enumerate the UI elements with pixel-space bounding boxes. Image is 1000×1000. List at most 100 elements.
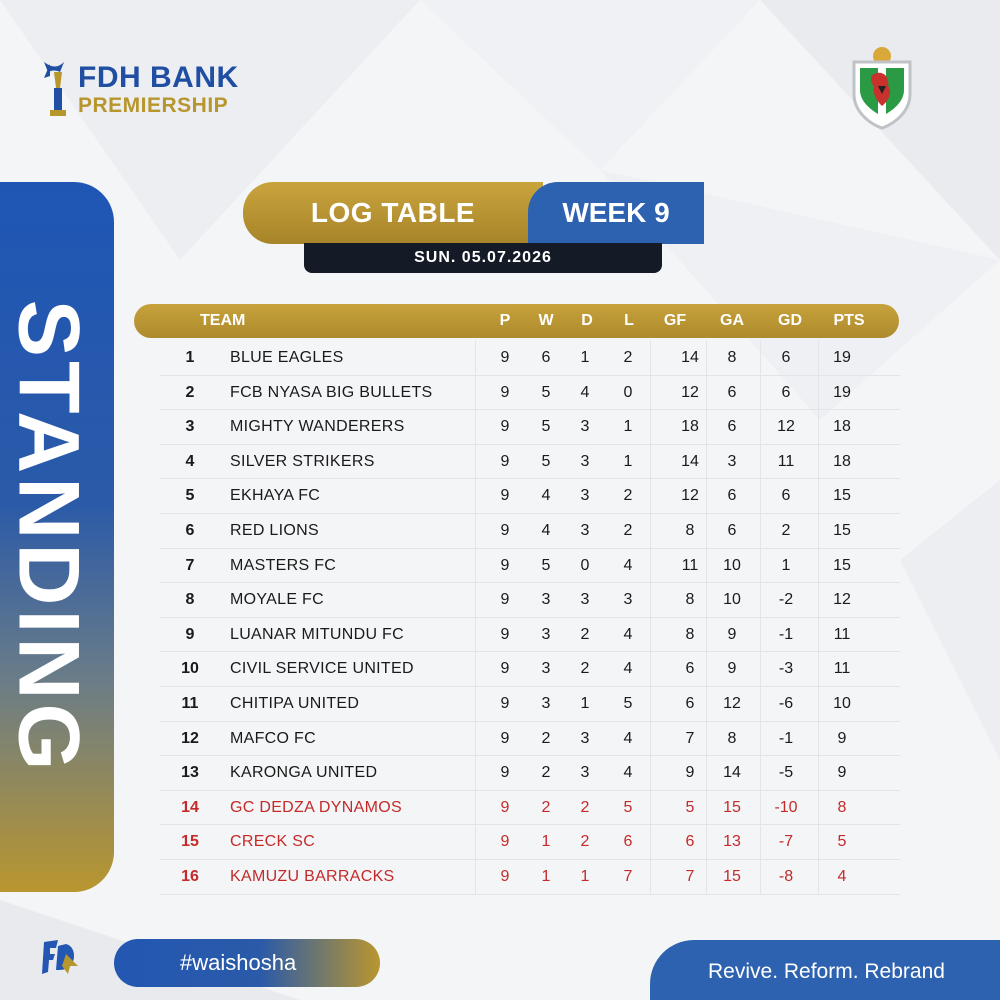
cell-lost: 5 (623, 694, 633, 712)
col-won: W (538, 312, 554, 329)
cell-played: 9 (500, 867, 510, 885)
cell-position: 9 (185, 625, 195, 643)
cell-goals-for: 6 (685, 833, 695, 851)
cell-drawn: 1 (580, 867, 590, 885)
trophy-figure-icon (44, 62, 66, 116)
cell-goals-against: 8 (727, 349, 737, 366)
standing-label: STANDING (0, 299, 97, 775)
cell-position: 15 (181, 833, 199, 851)
cell-lost: 3 (623, 591, 633, 609)
cell-goals-against: 6 (727, 418, 737, 436)
cell-lost: 4 (623, 764, 633, 782)
cell-won: 1 (541, 867, 551, 885)
cell-played: 9 (500, 764, 510, 782)
cell-goals-for: 9 (685, 764, 695, 782)
cell-drawn: 2 (580, 798, 590, 816)
cell-goals-for: 14 (681, 349, 699, 366)
cell-played: 9 (500, 798, 510, 816)
cell-lost: 1 (623, 452, 633, 470)
cell-points: 15 (833, 556, 851, 574)
cell-team-name: MOYALE FC (230, 591, 324, 609)
cell-drawn: 0 (580, 556, 590, 574)
cell-position: 1 (185, 349, 195, 366)
cell-won: 2 (541, 729, 551, 747)
cell-drawn: 3 (580, 729, 590, 747)
cell-goals-against: 13 (723, 833, 741, 851)
cell-points: 5 (837, 833, 847, 851)
cell-points: 19 (833, 383, 851, 401)
brand-subtitle: PREMIERSHIP (78, 93, 229, 117)
log-table-title: LOG TABLE (243, 182, 543, 244)
cell-won: 5 (541, 418, 551, 436)
cell-played: 9 (500, 694, 510, 712)
col-drawn: D (581, 312, 593, 329)
cell-goals-for: 8 (685, 625, 695, 643)
table-row: 14 GC DEDZA DYNAMOS 9 2 2 5 5 15 -10 8 (160, 791, 900, 826)
cell-points: 15 (833, 487, 851, 505)
cell-drawn: 3 (580, 591, 590, 609)
cell-drawn: 1 (580, 694, 590, 712)
table-row: 15 CRECK SC 9 1 2 6 6 13 -7 5 (160, 825, 900, 860)
cell-goals-for: 14 (681, 452, 699, 470)
table-row: 6 RED LIONS 9 4 3 2 8 6 2 15 (160, 514, 900, 549)
cell-position: 13 (181, 764, 199, 782)
table-row: 3 MIGHTY WANDERERS 9 5 3 1 18 6 12 18 (160, 410, 900, 445)
cell-points: 19 (833, 349, 851, 366)
table-row: 9 LUANAR MITUNDU FC 9 3 2 4 8 9 -1 11 (160, 618, 900, 653)
cell-goal-diff: -1 (778, 625, 794, 643)
cell-goals-against: 10 (723, 591, 741, 609)
cell-points: 8 (837, 798, 847, 816)
col-goals-against: GA (720, 312, 744, 329)
cell-points: 9 (837, 729, 847, 747)
cell-points: 12 (833, 591, 851, 609)
cell-won: 6 (541, 349, 551, 366)
cell-goals-for: 11 (681, 556, 699, 574)
cell-goal-diff: -5 (778, 764, 794, 782)
fdh-monogram-icon (42, 940, 78, 974)
cell-won: 5 (541, 452, 551, 470)
standing-banner: STANDING (0, 182, 114, 892)
cell-goals-for: 18 (681, 418, 699, 436)
cell-team-name: SILVER STRIKERS (230, 452, 375, 470)
table-row: 7 MASTERS FC 9 5 0 4 11 10 1 15 (160, 549, 900, 584)
cell-played: 9 (500, 418, 510, 436)
cell-goal-diff: -6 (778, 694, 794, 712)
cell-position: 6 (185, 521, 195, 539)
cell-goals-against: 3 (727, 452, 737, 470)
cell-played: 9 (500, 521, 510, 539)
cell-team-name: LUANAR MITUNDU FC (230, 625, 404, 643)
cell-lost: 0 (623, 383, 633, 401)
cell-goal-diff: 12 (777, 418, 795, 436)
cell-goal-diff: 6 (781, 487, 791, 505)
cell-goal-diff: 1 (781, 556, 791, 574)
cell-position: 7 (185, 556, 195, 574)
cell-goal-diff: 2 (781, 521, 791, 539)
table-row: 1 BLUE EAGLES 9 6 1 2 14 8 6 19 (160, 341, 900, 376)
hashtag-pill: #waishosha (114, 939, 380, 987)
cell-goals-for: 6 (685, 694, 695, 712)
cell-goal-diff: -3 (778, 660, 794, 678)
cell-goal-diff: -1 (778, 729, 794, 747)
cell-goals-for: 12 (681, 383, 699, 401)
cell-drawn: 3 (580, 521, 590, 539)
col-played: P (499, 312, 511, 329)
cell-drawn: 1 (580, 349, 590, 366)
cell-position: 3 (185, 418, 195, 436)
cell-team-name: MIGHTY WANDERERS (230, 418, 405, 436)
cell-position: 4 (185, 452, 195, 470)
cell-played: 9 (500, 591, 510, 609)
cell-goals-against: 12 (723, 694, 741, 712)
cell-position: 5 (185, 487, 195, 505)
cell-goals-against: 14 (723, 764, 741, 782)
cell-goals-for: 7 (685, 867, 695, 885)
cell-won: 2 (541, 764, 551, 782)
cell-points: 18 (833, 452, 851, 470)
week-badge: WEEK 9 (528, 182, 704, 244)
cell-team-name: MAFCO FC (230, 729, 316, 747)
cell-lost: 5 (623, 798, 633, 816)
table-row: 8 MOYALE FC 9 3 3 3 8 10 -2 12 (160, 583, 900, 618)
cell-team-name: KAMUZU BARRACKS (230, 867, 395, 885)
cell-goals-against: 6 (727, 487, 737, 505)
cell-drawn: 3 (580, 452, 590, 470)
cell-goal-diff: -2 (778, 591, 794, 609)
